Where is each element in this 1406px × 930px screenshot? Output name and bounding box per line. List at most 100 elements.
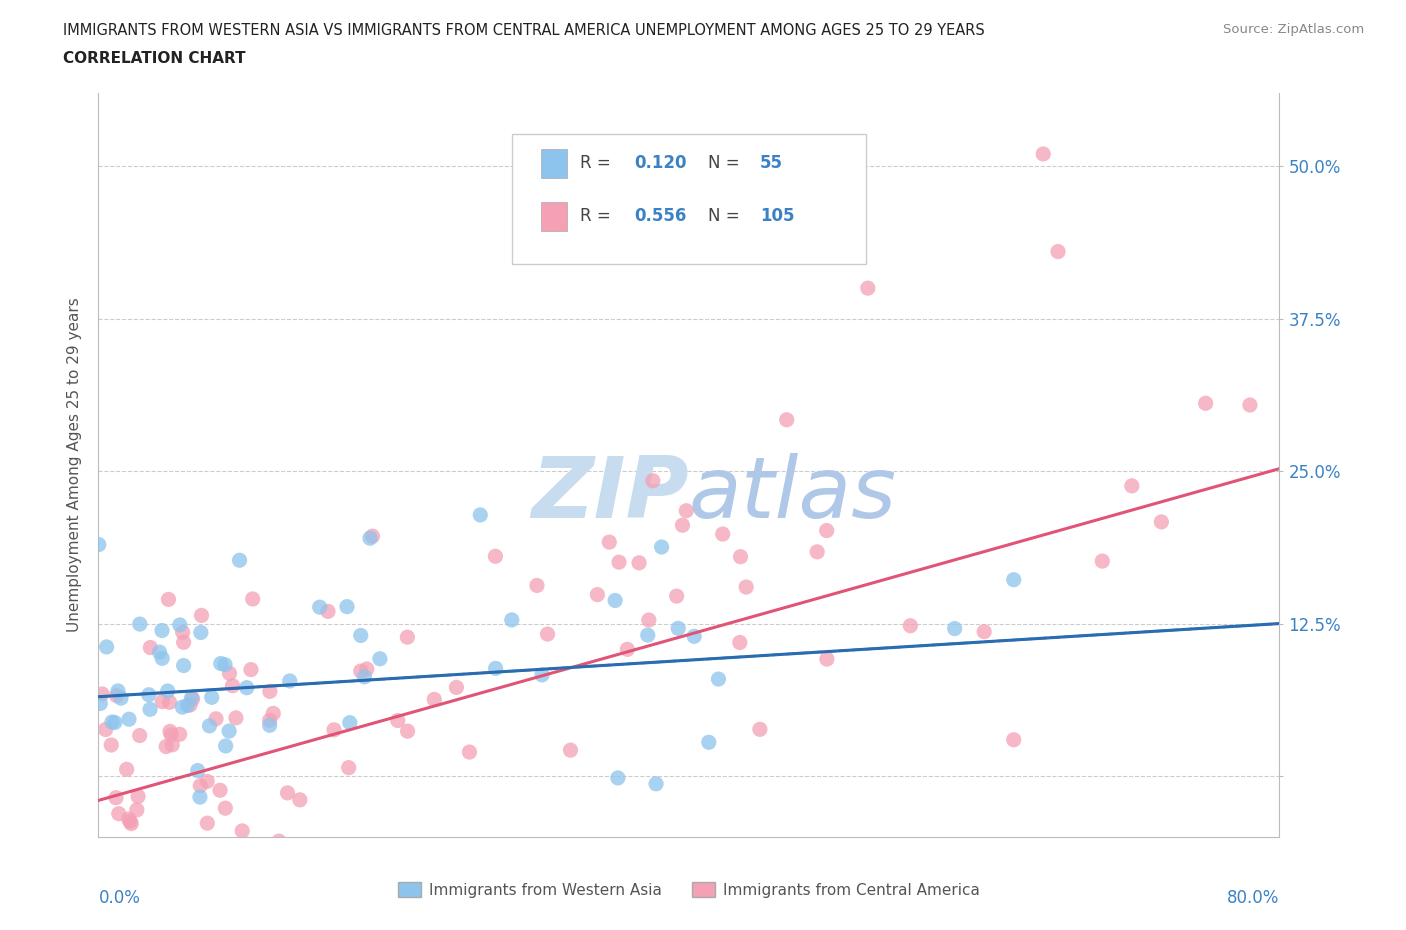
Point bbox=[1002, 572, 1025, 587]
Point bbox=[350, 628, 373, 643]
Point bbox=[89, 696, 111, 711]
Point bbox=[218, 666, 240, 681]
Point bbox=[353, 670, 375, 684]
Point bbox=[177, 842, 200, 857]
Point bbox=[160, 727, 183, 742]
Point bbox=[1195, 396, 1218, 411]
Point bbox=[586, 587, 609, 602]
Point bbox=[198, 842, 221, 857]
Point bbox=[531, 668, 554, 683]
Point bbox=[628, 555, 651, 570]
Point bbox=[172, 625, 194, 640]
Point bbox=[209, 656, 232, 671]
Point bbox=[900, 618, 922, 633]
Point bbox=[815, 524, 838, 538]
Text: N =: N = bbox=[707, 154, 745, 172]
Point bbox=[104, 790, 127, 805]
Point bbox=[181, 692, 204, 707]
Point bbox=[675, 503, 697, 518]
Text: 80.0%: 80.0% bbox=[1227, 889, 1279, 907]
Point bbox=[323, 723, 346, 737]
Point bbox=[606, 770, 628, 785]
Point bbox=[637, 613, 659, 628]
Point bbox=[458, 745, 481, 760]
Point bbox=[169, 727, 191, 742]
Point bbox=[359, 531, 381, 546]
Point bbox=[100, 737, 122, 752]
Point bbox=[671, 518, 693, 533]
Point bbox=[711, 526, 734, 541]
Point bbox=[339, 715, 361, 730]
Point bbox=[806, 544, 828, 559]
Text: 0.120: 0.120 bbox=[634, 154, 688, 172]
Point bbox=[120, 841, 142, 856]
Text: ZIP: ZIP bbox=[531, 453, 689, 537]
Point bbox=[1091, 553, 1114, 568]
Point bbox=[172, 699, 194, 714]
Point bbox=[316, 604, 339, 618]
Point bbox=[278, 673, 301, 688]
Point bbox=[208, 783, 231, 798]
Point bbox=[91, 686, 114, 701]
Point bbox=[356, 661, 378, 676]
Point bbox=[163, 842, 186, 857]
Point bbox=[446, 680, 468, 695]
Point bbox=[262, 706, 284, 721]
Point bbox=[605, 593, 627, 608]
Point bbox=[308, 600, 330, 615]
Point bbox=[107, 806, 129, 821]
Point bbox=[195, 816, 218, 830]
Point bbox=[127, 789, 149, 804]
Bar bbox=[541, 149, 567, 179]
Point bbox=[730, 550, 752, 565]
Point bbox=[1002, 732, 1025, 747]
Point bbox=[259, 718, 281, 733]
Text: IMMIGRANTS FROM WESTERN ASIA VS IMMIGRANTS FROM CENTRAL AMERICA UNEMPLOYMENT AMO: IMMIGRANTS FROM WESTERN ASIA VS IMMIGRAN… bbox=[63, 23, 986, 38]
Point bbox=[288, 792, 311, 807]
Point bbox=[396, 630, 419, 644]
Point bbox=[1121, 478, 1143, 493]
Point bbox=[159, 695, 181, 710]
Point bbox=[128, 728, 150, 743]
Point bbox=[239, 842, 262, 857]
Text: CORRELATION CHART: CORRELATION CHART bbox=[63, 51, 246, 66]
Point bbox=[173, 658, 195, 673]
Text: 0.556: 0.556 bbox=[634, 207, 688, 225]
Point bbox=[94, 722, 117, 737]
Point bbox=[423, 692, 446, 707]
Point bbox=[188, 778, 211, 793]
Text: R =: R = bbox=[581, 154, 616, 172]
Bar bbox=[541, 202, 567, 232]
Point bbox=[284, 842, 307, 857]
Point bbox=[707, 671, 730, 686]
Point bbox=[110, 691, 132, 706]
Point bbox=[159, 724, 181, 738]
Point bbox=[214, 801, 236, 816]
Point bbox=[239, 662, 262, 677]
Point bbox=[776, 412, 799, 427]
Point bbox=[150, 651, 173, 666]
Point bbox=[125, 803, 148, 817]
Point bbox=[105, 688, 128, 703]
Point bbox=[973, 624, 995, 639]
Point bbox=[87, 538, 110, 552]
Point bbox=[516, 842, 538, 857]
Point bbox=[259, 684, 281, 698]
Point bbox=[943, 621, 966, 636]
Legend: Immigrants from Western Asia, Immigrants from Central America: Immigrants from Western Asia, Immigrants… bbox=[392, 875, 986, 904]
Point bbox=[470, 508, 492, 523]
Text: N =: N = bbox=[707, 207, 745, 225]
Point bbox=[637, 628, 659, 643]
Point bbox=[695, 841, 717, 856]
Point bbox=[91, 842, 114, 857]
Point bbox=[228, 552, 250, 567]
Point bbox=[607, 554, 630, 569]
Point bbox=[651, 539, 673, 554]
Point bbox=[195, 774, 218, 789]
Point bbox=[276, 786, 298, 801]
Point bbox=[387, 713, 409, 728]
Point bbox=[336, 599, 359, 614]
Y-axis label: Unemployment Among Ages 25 to 29 years: Unemployment Among Ages 25 to 29 years bbox=[67, 298, 83, 632]
Point bbox=[337, 760, 360, 775]
FancyBboxPatch shape bbox=[512, 134, 866, 264]
